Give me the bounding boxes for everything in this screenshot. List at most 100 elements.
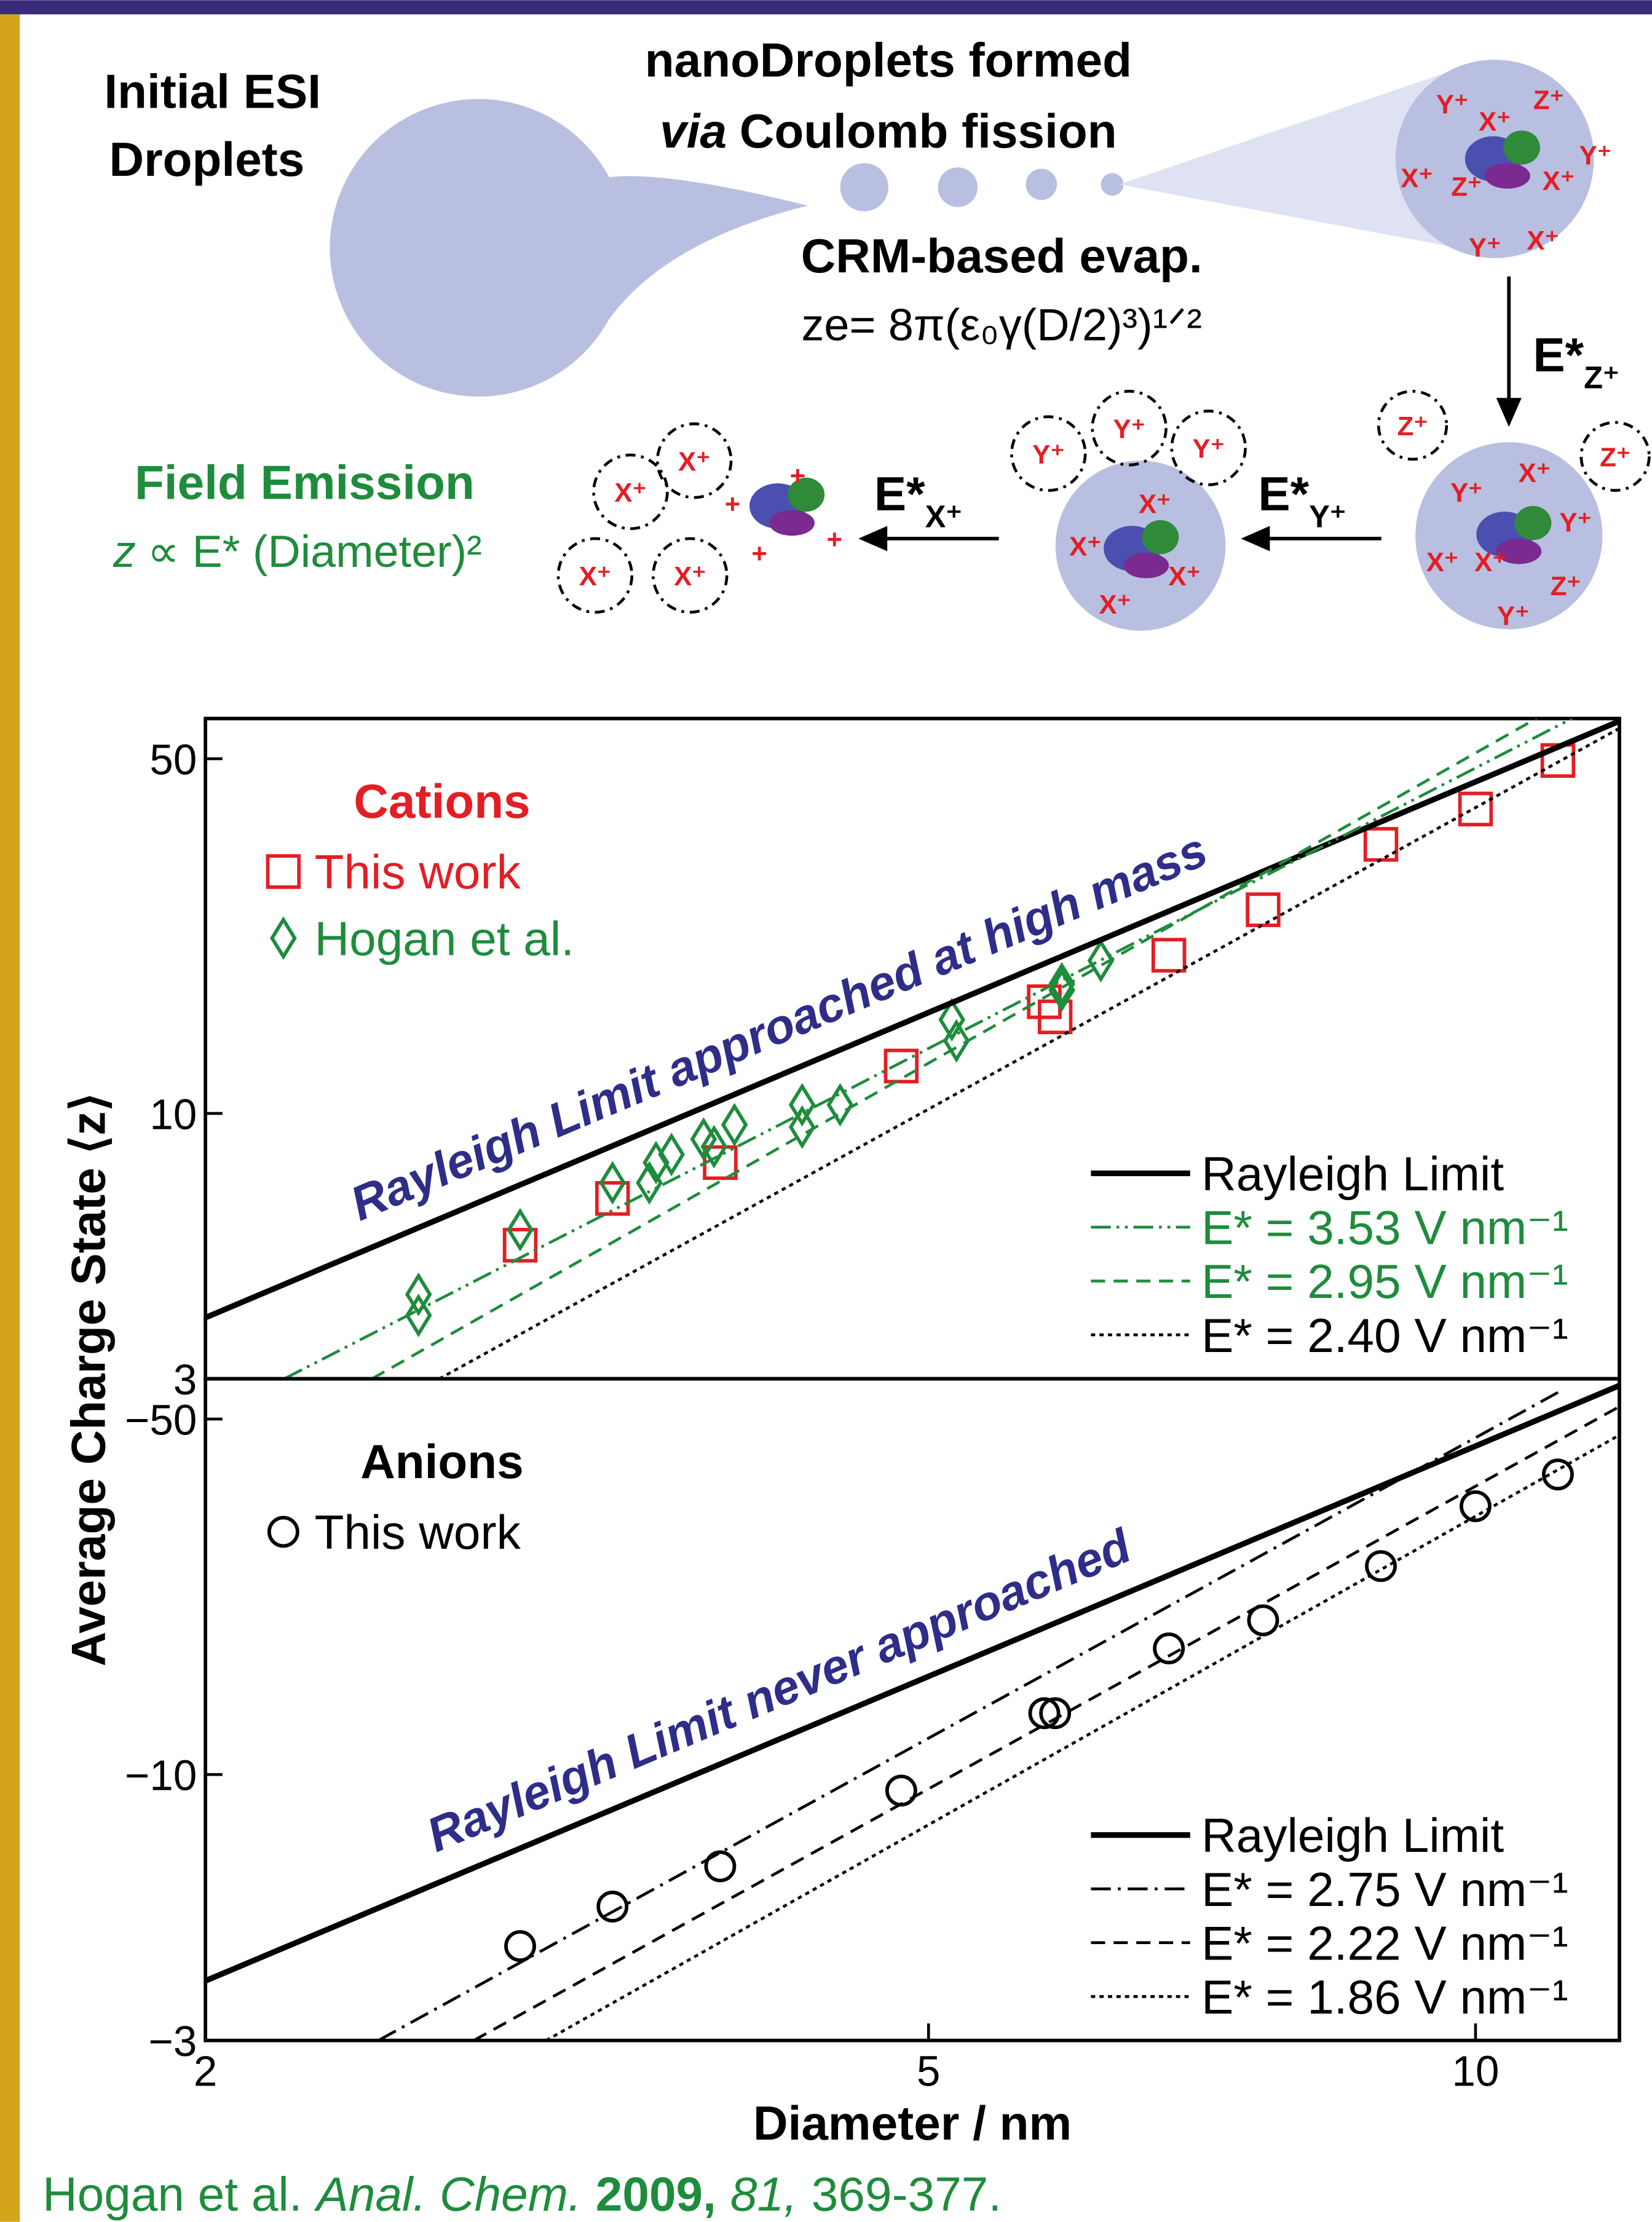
label: Field Emission	[135, 455, 475, 509]
ion: Y⁺	[1559, 507, 1591, 537]
citation-part: Hogan et al.	[42, 2167, 302, 2221]
droplet	[1026, 168, 1057, 200]
citation: Hogan et al. Anal. Chem. 2009, 81, 369-377.	[42, 2167, 1002, 2221]
line	[283, 718, 1573, 1379]
marker	[405, 1293, 432, 1337]
legend-label: E* = 1.86 V nm⁻¹	[1201, 1970, 1568, 2024]
y-tick-label: −10	[125, 1752, 197, 1800]
legend-swatch	[267, 1516, 299, 1548]
ion: X⁺	[1479, 106, 1511, 136]
ion: Y⁺	[1113, 414, 1145, 444]
ion: Z⁺	[1551, 571, 1581, 601]
legend-title: Anions	[360, 1434, 523, 1489]
plot-area	[205, 1383, 1619, 2041]
ion: Z⁺	[1451, 172, 1482, 202]
charge: +	[751, 539, 767, 569]
ion: X⁺	[1069, 532, 1101, 562]
legend-title: Cations	[354, 774, 530, 828]
ion: Y⁺	[1497, 601, 1529, 631]
marker	[700, 1125, 728, 1169]
line	[473, 1405, 1619, 2041]
marker	[788, 1083, 816, 1127]
label: Droplets	[109, 132, 305, 186]
charge: +	[827, 524, 843, 555]
marker	[704, 1850, 737, 1883]
arrow-head	[1241, 526, 1270, 552]
label: nanoDroplets formed	[645, 33, 1132, 87]
legend-label: E* = 2.95 V nm⁻¹	[1201, 1254, 1568, 1308]
ion: X⁺	[579, 561, 611, 591]
label: via	[660, 104, 727, 158]
marker	[405, 1272, 432, 1316]
formula: ze= 8π(ε₀γ(D/2)³)¹ᐟ²	[802, 299, 1202, 350]
y-tick-label: 50	[149, 735, 197, 783]
x-tick-label: 5	[917, 2047, 940, 2095]
ion: Y⁺	[1450, 478, 1482, 508]
droplet	[1101, 173, 1124, 196]
citation-part: 2009,	[596, 2167, 716, 2221]
esi-droplet	[330, 99, 808, 397]
label: Z⁺	[1584, 360, 1619, 395]
marker	[788, 1105, 816, 1149]
marker	[502, 1228, 538, 1263]
label: z	[113, 526, 136, 577]
legend-label: This work	[315, 1505, 521, 1559]
marker	[507, 1208, 534, 1252]
label: E*	[1258, 467, 1309, 521]
ion: Z⁺	[1397, 411, 1428, 441]
emitted-ion	[592, 453, 669, 531]
droplet	[938, 167, 978, 207]
y-axis-title: Average Charge State ⟨z⟩	[61, 1093, 116, 1666]
marker	[504, 1930, 536, 1963]
y-tick-label: 3	[173, 1356, 197, 1404]
ion: X⁺	[1168, 561, 1200, 591]
marker	[1246, 892, 1281, 927]
ion: X⁺	[678, 446, 710, 476]
marker	[826, 1083, 854, 1127]
x-tick-label: 2	[194, 2047, 217, 2095]
plot-area	[205, 718, 1619, 1379]
ion: Z⁺	[1533, 85, 1564, 116]
legend-label: E* = 3.53 V nm⁻¹	[1201, 1201, 1568, 1255]
arrow-head	[858, 526, 888, 552]
y-tick-label: 10	[149, 1090, 197, 1138]
zoom-cone	[1119, 68, 1460, 248]
charge: +	[790, 461, 806, 491]
legend-label: E* = 2.40 V nm⁻¹	[1201, 1308, 1568, 1362]
citation-part: 369-377.	[812, 2167, 1002, 2221]
arrow-head	[1496, 398, 1522, 427]
label: E*	[1533, 328, 1584, 382]
emitted-ion	[655, 422, 733, 499]
label: X⁺	[925, 499, 963, 534]
citation-part: Anal. Chem.	[314, 2167, 582, 2221]
ion: X⁺	[1519, 458, 1551, 488]
line	[377, 1391, 1559, 2041]
ion: X⁺	[1099, 590, 1131, 620]
ion: Z⁺	[1600, 442, 1630, 472]
emitted-ion	[1170, 409, 1247, 486]
line	[205, 1383, 1619, 1983]
label: Initial ESI	[104, 64, 321, 118]
marker	[1048, 962, 1075, 1006]
line	[545, 1434, 1619, 2041]
legend-swatch	[266, 854, 301, 889]
ion: X⁺	[1426, 547, 1458, 577]
marker	[1039, 1697, 1072, 1730]
label: ∝ E* (Diameter)²	[147, 526, 481, 577]
droplet	[840, 163, 888, 212]
ions: Y⁺ X⁺ Z⁺ Y⁺ X⁺ Z⁺ X⁺ Y⁺ X⁺ Y⁺ X⁺ Y⁺ X⁺ X…	[556, 85, 1651, 631]
legend-label: E* = 2.75 V nm⁻¹	[1201, 1862, 1568, 1916]
legend-label: Rayleigh Limit	[1201, 1808, 1504, 1862]
y-tick-label: −3	[149, 2017, 197, 2065]
ion: Y⁺	[1436, 90, 1468, 120]
emitted-ion	[1377, 390, 1448, 461]
legend-label: E* = 2.22 V nm⁻¹	[1201, 1916, 1568, 1970]
top-bar	[0, 0, 1652, 15]
x-tick-label: 10	[1452, 2047, 1500, 2095]
field-label: E*Z⁺	[1533, 328, 1619, 395]
emitted-ion	[652, 537, 729, 614]
label: E*	[874, 467, 925, 521]
ion: X⁺	[1474, 547, 1506, 577]
annotation: Rayleigh Limit never approached	[419, 1518, 1140, 1862]
